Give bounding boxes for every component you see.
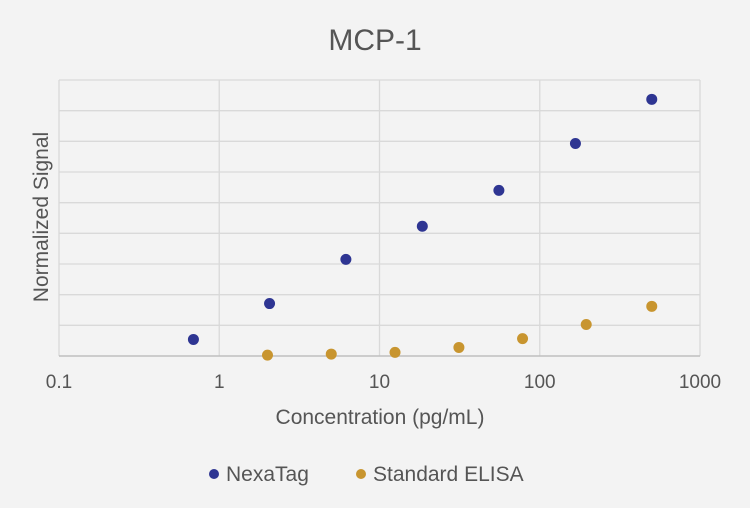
data-point-series-0 — [493, 184, 505, 196]
x-tick-label: 10 — [369, 372, 390, 393]
data-point-series-0 — [416, 220, 428, 232]
x-axis-title: Concentration (pg/mL) — [276, 406, 485, 429]
data-point-series-0 — [187, 333, 199, 345]
legend-item-standard-elisa: Standard ELISA — [356, 463, 524, 486]
legend-marker-standard-elisa — [356, 469, 366, 479]
x-tick-label: 100 — [524, 372, 556, 393]
data-point-series-1 — [646, 300, 658, 312]
data-point-series-1 — [389, 346, 401, 358]
legend-marker-nexatag — [209, 469, 219, 479]
data-point-series-0 — [340, 253, 352, 265]
data-point-series-1 — [517, 333, 529, 345]
data-point-series-1 — [453, 341, 465, 353]
x-tick-label: 0.1 — [46, 372, 72, 393]
data-point-series-0 — [569, 137, 581, 149]
data-point-series-0 — [264, 298, 276, 310]
data-point-series-0 — [646, 93, 658, 105]
legend: NexaTag Standard ELISA — [209, 463, 524, 486]
legend-label-standard-elisa: Standard ELISA — [373, 463, 524, 486]
data-point-series-1 — [325, 348, 337, 360]
chart-title: MCP-1 — [328, 24, 421, 57]
x-tick-label: 1 — [214, 372, 225, 393]
y-axis-title: Normalized Signal — [30, 132, 53, 302]
data-point-series-1 — [261, 349, 273, 361]
legend-label-nexatag: NexaTag — [226, 463, 309, 486]
data-point-series-1 — [580, 319, 592, 331]
gridlines — [58, 79, 701, 357]
x-tick-label: 1000 — [679, 372, 721, 393]
data-points — [187, 93, 658, 361]
legend-item-nexatag: NexaTag — [209, 463, 309, 486]
x-tick-labels: 0.1 1 10 100 1000 — [46, 372, 721, 393]
